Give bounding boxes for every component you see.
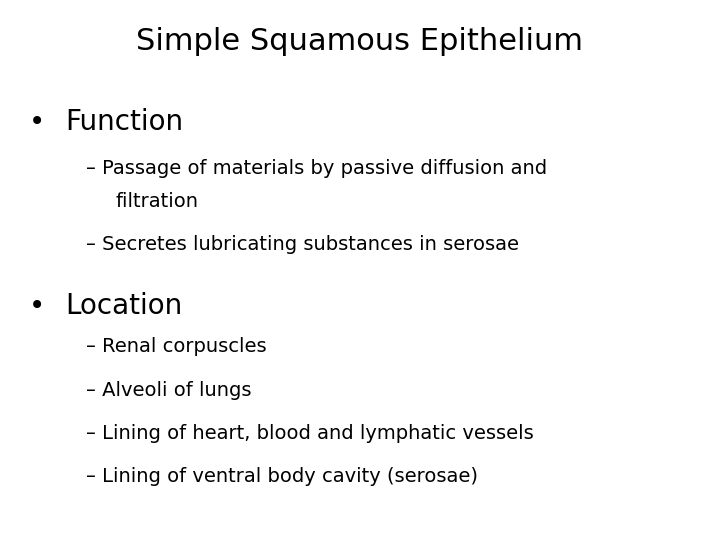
Text: Location: Location <box>65 292 182 320</box>
Text: filtration: filtration <box>115 192 198 211</box>
Text: – Secretes lubricating substances in serosae: – Secretes lubricating substances in ser… <box>86 235 519 254</box>
Text: Simple Squamous Epithelium: Simple Squamous Epithelium <box>137 27 583 56</box>
Text: – Passage of materials by passive diffusion and: – Passage of materials by passive diffus… <box>86 159 547 178</box>
Text: – Renal corpuscles: – Renal corpuscles <box>86 338 267 356</box>
Text: – Lining of heart, blood and lymphatic vessels: – Lining of heart, blood and lymphatic v… <box>86 424 534 443</box>
Text: •: • <box>29 292 45 320</box>
Text: •: • <box>29 108 45 136</box>
Text: Function: Function <box>65 108 183 136</box>
Text: – Lining of ventral body cavity (serosae): – Lining of ventral body cavity (serosae… <box>86 467 478 486</box>
Text: – Alveoli of lungs: – Alveoli of lungs <box>86 381 252 400</box>
